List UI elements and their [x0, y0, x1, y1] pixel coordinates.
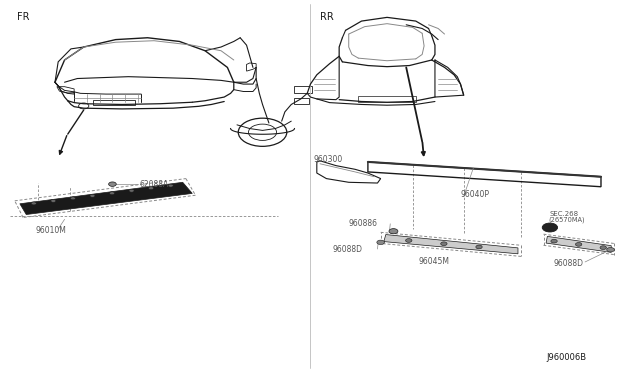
Text: SEC.268: SEC.268 [550, 211, 579, 217]
Text: 96040P: 96040P [461, 190, 490, 199]
Text: 96010M: 96010M [36, 226, 67, 235]
Circle shape [168, 184, 173, 187]
Circle shape [51, 199, 56, 202]
Text: 960300: 960300 [314, 155, 343, 164]
Circle shape [607, 247, 614, 252]
Text: 960886: 960886 [349, 219, 378, 228]
Circle shape [109, 192, 115, 195]
Circle shape [551, 239, 557, 243]
Text: RR: RR [320, 12, 333, 22]
Circle shape [542, 223, 557, 232]
Polygon shape [20, 182, 192, 215]
Circle shape [70, 197, 76, 200]
Circle shape [389, 229, 398, 234]
Circle shape [600, 246, 607, 250]
Text: J960006B: J960006B [547, 353, 587, 362]
Text: 62088A: 62088A [140, 180, 168, 189]
Circle shape [406, 238, 412, 242]
Circle shape [148, 187, 154, 190]
Text: FR: FR [17, 12, 29, 22]
Circle shape [575, 243, 582, 246]
Circle shape [377, 240, 385, 244]
Circle shape [129, 189, 134, 192]
Circle shape [31, 202, 36, 205]
Circle shape [90, 194, 95, 197]
Text: 96088D: 96088D [333, 244, 363, 253]
Text: (26570MA): (26570MA) [548, 217, 584, 223]
Circle shape [441, 242, 447, 246]
Circle shape [476, 245, 482, 249]
Text: 96045M: 96045M [419, 257, 450, 266]
Polygon shape [546, 236, 611, 252]
Text: 96088D: 96088D [553, 259, 583, 268]
Circle shape [109, 182, 116, 186]
Polygon shape [384, 235, 518, 254]
